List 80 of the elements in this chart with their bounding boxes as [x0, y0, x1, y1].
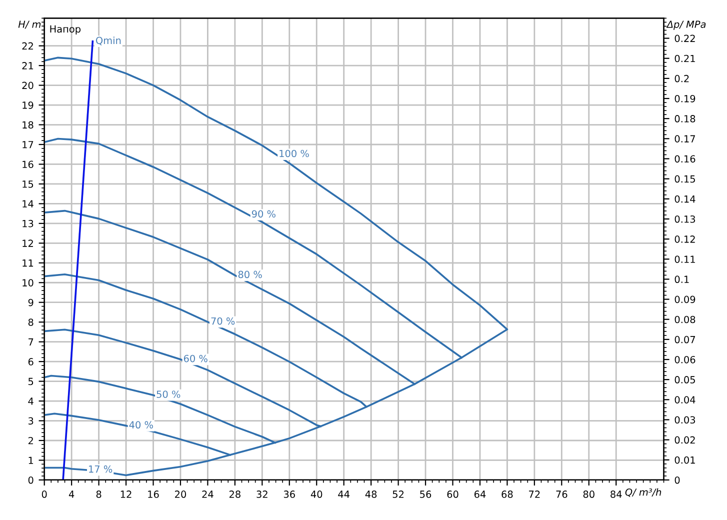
x-tick-label: 76: [556, 490, 568, 498]
y2-tick-label: 0.05: [674, 376, 695, 384]
annotation: 50 %: [156, 390, 180, 398]
y-tick-label: 19: [22, 102, 34, 109]
x-tick-label: 44: [338, 490, 350, 498]
y-tick-label: 4: [28, 398, 34, 405]
annotation: 90 %: [252, 210, 276, 218]
y2-tick-label: 0.21: [674, 54, 695, 62]
y-axis-title: H/ m: [18, 20, 41, 29]
y-tick-label: 7: [28, 338, 34, 346]
y2-tick-label: 0.15: [674, 175, 695, 183]
y-tick-label: 9: [28, 298, 34, 306]
y-tick-label: 15: [22, 180, 34, 188]
y2-tick-label: 0: [674, 476, 680, 484]
x-tick-label: 64: [474, 490, 486, 498]
y-tick-label: 10: [22, 279, 34, 286]
y-tick-label: 18: [22, 121, 34, 129]
y2-tick-label: 0.12: [674, 236, 695, 243]
y2-tick-label: 0.07: [674, 336, 695, 344]
x-tick-label: 36: [284, 490, 295, 498]
y2-tick-label: 0.02: [674, 436, 695, 444]
y2-tick-label: 0.03: [674, 416, 696, 424]
y2-tick-label: 0.01: [674, 456, 695, 464]
x-tick-label: 12: [120, 490, 132, 498]
x-tick-label: 48: [365, 490, 377, 498]
annotation: Qmin: [96, 36, 121, 46]
y2-tick-label: 0.1: [674, 276, 689, 284]
y2-tick-label: 0.08: [674, 316, 696, 324]
y2-tick-label: 0.17: [674, 135, 695, 142]
x-tick-label: 56: [420, 490, 432, 498]
annotation: 100 %: [280, 150, 309, 158]
y-tick-label: 13: [22, 220, 34, 228]
y-tick-label: 6: [28, 358, 34, 366]
y2-tick-label: 0.16: [674, 155, 696, 163]
x-tick-label: 4: [68, 490, 74, 498]
y2-tick-label: 0.19: [674, 94, 696, 102]
x-tick-label: 84: [610, 490, 622, 498]
y2-tick-label: 0.14: [674, 195, 696, 203]
x-tick-label: 40: [310, 490, 322, 498]
y2-axis-title: Δp/ MPa: [666, 20, 706, 30]
y-tick-label: 0: [28, 476, 34, 484]
y-tick-label: 14: [22, 200, 34, 208]
x-tick-label: 68: [502, 490, 513, 498]
y-tick-label: 22: [22, 42, 33, 50]
x-tick-label: 32: [256, 490, 268, 498]
y2-tick-label: 0.13: [674, 215, 696, 223]
x-tick-label: 52: [392, 490, 404, 498]
y-tick-label: 8: [28, 318, 34, 326]
y-tick-label: 2: [28, 436, 33, 444]
y2-tick-label: 0.18: [674, 115, 696, 122]
y2-tick-label: 0.06: [674, 356, 696, 364]
x-tick-label: 8: [96, 490, 102, 498]
y-tick-label: 3: [28, 417, 34, 425]
x-axis-title: Q/ m³/h: [625, 488, 662, 497]
y2-tick-label: 0.04: [674, 396, 696, 404]
annotation: 60 %: [184, 354, 208, 362]
y-tick-label: 12: [22, 240, 33, 247]
y-tick-label: 16: [22, 160, 34, 168]
x-tick-label: 24: [202, 490, 214, 498]
x-tick-label: 28: [229, 490, 240, 498]
y-tick-label: 17: [22, 141, 34, 148]
y2-tick-label: 0.2: [674, 74, 689, 82]
y-tick-label: 11: [22, 260, 34, 267]
annotation: 40 %: [129, 421, 153, 429]
y2-tick-label: 0.11: [674, 256, 695, 263]
x-tick-label: 72: [529, 490, 540, 498]
y-tick-label: 21: [22, 62, 34, 70]
y2-tick-label: 0.09: [674, 296, 696, 304]
x-tick-label: 80: [583, 490, 594, 498]
annotation: Напор: [50, 25, 81, 35]
y2-tick-label: 0.22: [674, 34, 695, 42]
y-tick-label: 1: [28, 456, 34, 464]
annotation: 80 %: [238, 270, 262, 278]
x-tick-label: 20: [175, 490, 186, 498]
y-tick-label: 20: [22, 82, 34, 90]
x-tick-label: 16: [148, 490, 159, 498]
annotation: 70 %: [211, 317, 235, 325]
x-tick-label: 60: [447, 490, 458, 498]
y-tick-label: 5: [28, 378, 34, 386]
x-tick-label: 0: [42, 490, 47, 498]
